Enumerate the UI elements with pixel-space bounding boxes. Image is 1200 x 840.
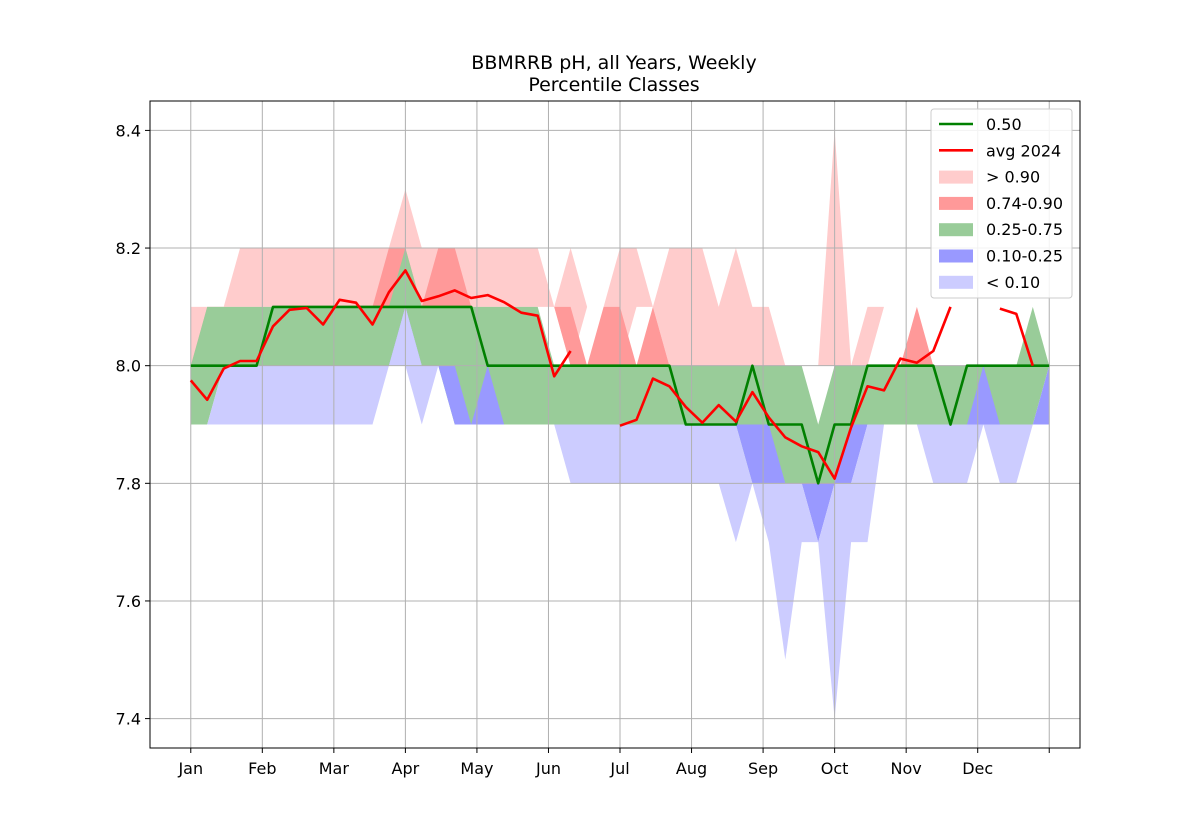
x-tick-label: Mar [319,759,350,778]
y-tick-label: 7.6 [116,592,141,611]
plot-frame [149,100,1081,749]
x-tick-label: Aug [676,759,707,778]
legend-swatch [939,196,973,210]
x-tick-label: May [460,759,493,778]
grid [150,101,1080,748]
y-tick-label: 7.4 [116,710,141,729]
legend-label: < 0.10 [986,273,1040,292]
legend: 0.50 avg 2024 > 0.90 0.74-0.90 0.25-0.75 0.10… [930,108,1073,299]
x-tick-label: Jun [535,759,561,778]
x-tick-label: Nov [891,759,922,778]
legend-label: 0.25-0.75 [986,220,1063,239]
legend-swatch [939,223,973,237]
chart-title: BBMRRB pH, all Years, Weekly [471,52,756,74]
x-tick-label: Oct [821,759,849,778]
legend-label: 0.10-0.25 [986,247,1063,266]
series-line-1 [189,269,1035,480]
y-tick-label: 8.0 [116,357,141,376]
x-axis: Jan Feb Mar Apr May Jun Jul Aug Sep Oct Nov Dec [177,748,1050,778]
x-tick-label: Apr [392,759,420,778]
legend-label: > 0.90 [986,168,1040,187]
legend-swatch [939,249,973,263]
y-tick-label: 8.2 [116,239,141,258]
legend-label: 0.74-0.90 [986,194,1063,213]
x-tick-label: Jan [177,759,203,778]
y-axis: 7.4 7.6 7.8 8.0 8.2 8.4 [116,121,150,729]
legend-label: 0.50 [986,115,1022,134]
legend-label: avg 2024 [986,141,1061,160]
x-tick-label: Feb [248,759,276,778]
y-tick-label: 8.4 [116,121,141,140]
legend-swatch [939,170,973,184]
legend-swatch [939,275,973,289]
series-lines [189,269,1050,485]
x-tick-label: Dec [962,759,993,778]
y-tick-label: 7.8 [116,474,141,493]
x-tick-label: Jul [609,759,629,778]
x-tick-label: Sep [748,759,778,778]
chart-subtitle: Percentile Classes [528,74,699,96]
